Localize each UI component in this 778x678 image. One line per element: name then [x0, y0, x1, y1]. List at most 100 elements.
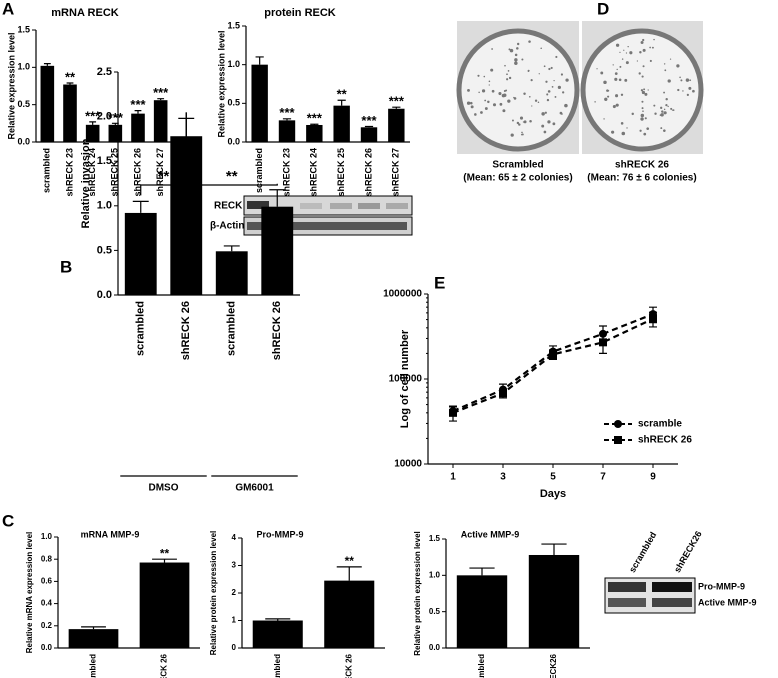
- bar: [528, 554, 580, 648]
- y-tick-label: 0: [232, 643, 237, 652]
- blot-band: [358, 203, 380, 209]
- colony: [521, 133, 524, 136]
- colony: [620, 93, 624, 96]
- colony: [641, 90, 646, 95]
- x-tick-label: shRECK 23: [64, 148, 74, 197]
- colony: [607, 95, 610, 98]
- x-tick-label: 9: [650, 472, 656, 483]
- blot-label: β-Actin: [210, 221, 244, 232]
- colony: [667, 79, 671, 83]
- y-tick-label: 0.4: [41, 599, 53, 608]
- colony: [640, 117, 644, 121]
- colony: [631, 112, 634, 116]
- marker: [614, 420, 622, 428]
- colony: [521, 58, 524, 61]
- panel-letter: E: [434, 273, 445, 292]
- mmp9-blot: scrambled shRECK26 Pro-MMP-9 Active MMP-…: [604, 529, 757, 614]
- y-tick-label: 1.5: [97, 155, 112, 167]
- x-tick-label: shRECK 26: [363, 148, 373, 197]
- colony: [528, 40, 531, 43]
- colony: [647, 89, 649, 91]
- colony: [481, 89, 486, 93]
- colony: [619, 65, 622, 68]
- y-tick-label: 0.0: [97, 289, 112, 301]
- blot-column: scrambled: [627, 530, 658, 574]
- y-tick-label: 1.0: [227, 59, 240, 69]
- colony: [642, 65, 645, 68]
- bar: [360, 127, 378, 142]
- series-line: [452, 313, 654, 413]
- colony: [614, 77, 618, 81]
- blot-band: [652, 582, 692, 592]
- colony: [530, 79, 533, 82]
- colony: [644, 92, 648, 96]
- colony: [523, 92, 526, 95]
- blot-band: [608, 598, 646, 607]
- blot-band: [330, 203, 352, 209]
- significance: ***: [361, 113, 377, 128]
- colony: [618, 78, 622, 82]
- colony: [508, 76, 512, 80]
- x-tick-label: shRECK 25: [336, 148, 346, 197]
- panel-letter: B: [60, 257, 72, 276]
- x-tick-label: scrambled: [135, 301, 147, 356]
- colony: [670, 107, 673, 110]
- colony: [612, 64, 614, 66]
- colony: [511, 119, 514, 122]
- significance: ***: [108, 110, 124, 125]
- colony: [522, 121, 525, 123]
- colony: [621, 58, 624, 60]
- colony: [686, 93, 689, 96]
- bar: [68, 629, 119, 648]
- y-tick-label: 10000: [394, 459, 422, 470]
- colony: [642, 110, 644, 112]
- chart-title: Active MMP-9: [461, 529, 520, 539]
- y-tick-label: 0.5: [17, 99, 30, 109]
- colony: [502, 93, 507, 98]
- significance: **: [65, 69, 76, 84]
- significance: ***: [307, 111, 323, 126]
- bar: [85, 124, 100, 142]
- colony: [619, 51, 621, 53]
- y-axis-label: Relative invasion: [80, 138, 92, 228]
- x-tick-label: shRECK 23: [281, 148, 291, 197]
- colony: [516, 42, 520, 46]
- colony: [640, 89, 644, 92]
- error-bar: [134, 110, 142, 114]
- bar: [252, 620, 303, 648]
- colony: [677, 88, 680, 92]
- plate-note: (Mean: 76 ± 6 colonies): [587, 173, 696, 184]
- bar: [124, 212, 157, 295]
- y-tick-label: 0.0: [227, 136, 240, 146]
- colony: [516, 47, 519, 50]
- bar: [306, 124, 323, 142]
- colony: [639, 129, 642, 132]
- significance: **: [158, 168, 170, 185]
- colony: [611, 130, 615, 134]
- colony: [521, 131, 523, 134]
- error-bar: [541, 543, 567, 555]
- blot-label: Pro-MMP-9: [698, 581, 745, 591]
- colony: [565, 78, 569, 82]
- y-axis-label: Relative protein expression level: [209, 531, 218, 656]
- colony: [679, 76, 681, 79]
- colony: [640, 113, 645, 118]
- error-bar: [269, 189, 286, 207]
- blot-band: [300, 203, 322, 209]
- colony: [492, 103, 497, 107]
- error-bar: [66, 82, 74, 85]
- colony: [629, 51, 633, 55]
- colony: [663, 63, 666, 65]
- blot-label: RECK: [214, 201, 243, 212]
- colony: [620, 122, 624, 125]
- y-tick-label: 0.5: [97, 244, 112, 256]
- colony: [507, 70, 510, 72]
- colony: [641, 107, 644, 110]
- y-tick-label: 0.5: [227, 98, 240, 108]
- blot-band: [608, 582, 646, 592]
- colony: [510, 133, 514, 137]
- colony: [506, 78, 509, 81]
- colony: [643, 132, 647, 136]
- panel-letter: D: [597, 0, 609, 18]
- colony: [642, 48, 646, 52]
